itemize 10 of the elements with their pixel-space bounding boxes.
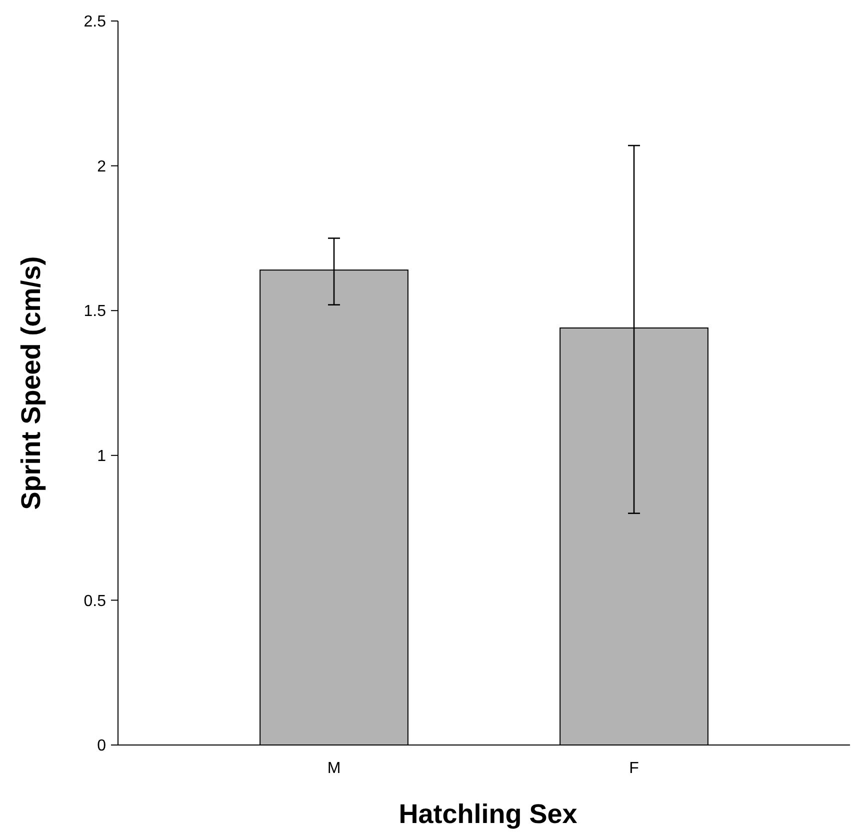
x-tick-label: F — [629, 760, 640, 777]
y-axis-title: Sprint Speed (cm/s) — [16, 256, 46, 510]
y-tick-label: 1.5 — [84, 303, 106, 320]
y-tick-label: 0.5 — [84, 592, 106, 610]
y-tick-label: 0 — [97, 738, 106, 755]
y-tick-label: 1 — [97, 448, 106, 465]
y-tick-label: 2 — [97, 158, 106, 176]
x-axis-title: Hatchling Sex — [398, 799, 578, 829]
y-tick-label: 2.5 — [84, 14, 106, 31]
x-tick-label: M — [327, 760, 341, 777]
